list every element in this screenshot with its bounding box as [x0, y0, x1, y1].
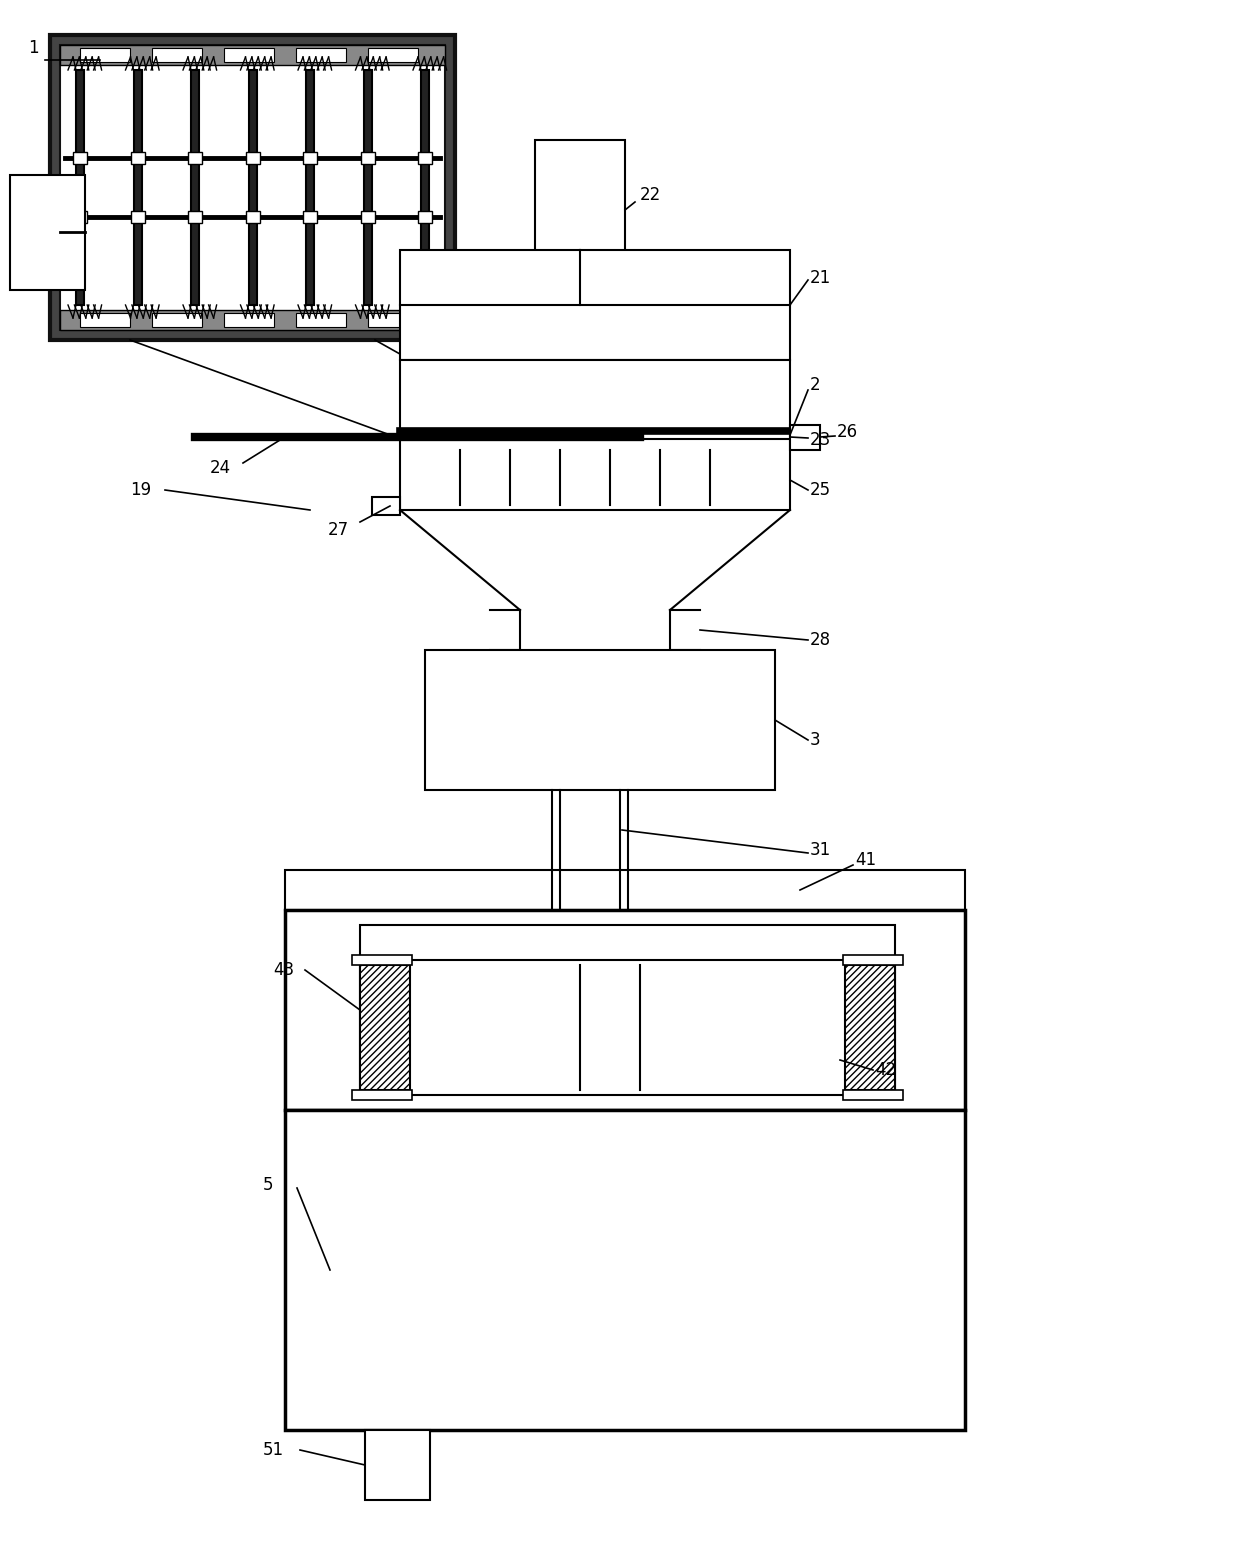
- Bar: [81, 48, 130, 62]
- Bar: [224, 312, 274, 326]
- Bar: [73, 210, 87, 223]
- Bar: [296, 48, 346, 62]
- Bar: [134, 70, 141, 305]
- Text: 25: 25: [810, 481, 831, 500]
- Text: 43: 43: [273, 961, 294, 979]
- Text: 1: 1: [29, 39, 38, 57]
- Bar: [365, 1429, 430, 1501]
- Bar: [188, 152, 202, 164]
- Bar: [361, 210, 374, 223]
- Bar: [843, 1091, 903, 1100]
- Bar: [790, 425, 820, 450]
- Bar: [248, 70, 257, 305]
- Bar: [368, 48, 418, 62]
- Bar: [60, 45, 445, 65]
- Bar: [361, 152, 374, 164]
- Text: 23: 23: [810, 432, 831, 449]
- Bar: [73, 152, 87, 164]
- Bar: [418, 210, 432, 223]
- Bar: [191, 70, 198, 305]
- Bar: [352, 1091, 412, 1100]
- Bar: [60, 45, 445, 330]
- Text: 26: 26: [837, 422, 858, 441]
- Text: 51: 51: [263, 1440, 284, 1459]
- Bar: [285, 910, 965, 1111]
- Bar: [360, 925, 895, 1095]
- Bar: [50, 36, 455, 340]
- Bar: [303, 210, 317, 223]
- Bar: [76, 70, 84, 305]
- Bar: [246, 152, 259, 164]
- Text: 3: 3: [810, 732, 821, 749]
- Bar: [60, 309, 445, 330]
- Text: 42: 42: [875, 1061, 897, 1078]
- Text: 28: 28: [810, 631, 831, 650]
- Text: 24: 24: [210, 459, 231, 476]
- Bar: [130, 210, 145, 223]
- Bar: [285, 1111, 965, 1429]
- Bar: [360, 965, 410, 1091]
- Text: 41: 41: [856, 851, 877, 869]
- Text: 27: 27: [329, 521, 350, 538]
- Text: 31: 31: [810, 842, 831, 859]
- Bar: [188, 210, 202, 223]
- Bar: [303, 152, 317, 164]
- Bar: [418, 152, 432, 164]
- Text: 19: 19: [130, 481, 151, 500]
- Bar: [153, 48, 202, 62]
- Bar: [401, 360, 790, 511]
- Bar: [534, 139, 625, 255]
- Bar: [10, 175, 86, 289]
- Bar: [363, 70, 372, 305]
- Text: 5: 5: [263, 1176, 274, 1194]
- Text: 22: 22: [640, 186, 661, 204]
- Bar: [843, 954, 903, 965]
- Bar: [352, 954, 412, 965]
- Bar: [81, 312, 130, 326]
- Bar: [844, 965, 895, 1091]
- Text: 2: 2: [810, 376, 821, 394]
- Bar: [296, 312, 346, 326]
- Bar: [246, 210, 259, 223]
- Bar: [153, 312, 202, 326]
- Bar: [130, 152, 145, 164]
- Bar: [368, 312, 418, 326]
- Bar: [401, 251, 790, 360]
- Bar: [306, 70, 314, 305]
- Bar: [425, 650, 775, 791]
- Bar: [285, 869, 965, 910]
- Bar: [422, 70, 429, 305]
- Bar: [224, 48, 274, 62]
- Bar: [372, 497, 401, 515]
- Text: 21: 21: [810, 269, 831, 288]
